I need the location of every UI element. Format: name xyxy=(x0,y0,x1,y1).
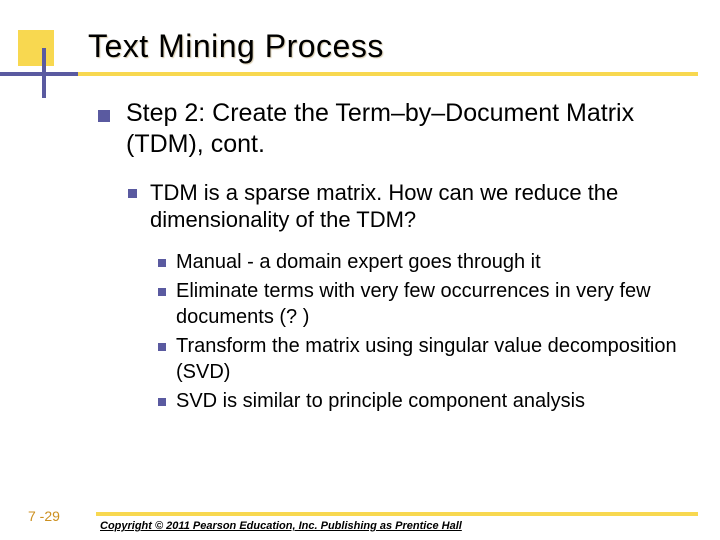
bullet-level3: Transform the matrix using singular valu… xyxy=(158,334,693,385)
decor-yellow-square xyxy=(18,30,54,66)
square-bullet-icon xyxy=(128,189,137,198)
title-decoration xyxy=(0,30,78,95)
bullet-level1: Step 2: Create the Term–by–Document Matr… xyxy=(98,98,693,161)
bullet-level3-text: Manual - a domain expert goes through it xyxy=(176,251,541,273)
decor-horizontal-line xyxy=(0,72,78,76)
bullet-level3-text: SVD is similar to principle component an… xyxy=(176,390,585,412)
decor-vertical-line xyxy=(42,48,46,98)
square-bullet-icon xyxy=(98,110,110,122)
square-bullet-icon xyxy=(158,343,166,351)
bullet-level2-text: TDM is a sparse matrix. How can we reduc… xyxy=(150,180,618,233)
footer-underline xyxy=(96,512,698,516)
bullet-level3-text: Eliminate terms with very few occurrence… xyxy=(176,280,651,328)
bullet-level3: Eliminate terms with very few occurrence… xyxy=(158,279,693,330)
bullet-level3: SVD is similar to principle component an… xyxy=(158,389,693,415)
square-bullet-icon xyxy=(158,398,166,406)
bullet-level1-text: Step 2: Create the Term–by–Document Matr… xyxy=(126,99,634,158)
slide-content: Step 2: Create the Term–by–Document Matr… xyxy=(98,98,693,419)
square-bullet-icon xyxy=(158,288,166,296)
page-number: 7 -29 xyxy=(28,508,60,524)
bullet-level3-text: Transform the matrix using singular valu… xyxy=(176,335,677,383)
bullet-level3: Manual - a domain expert goes through it xyxy=(158,250,693,276)
title-underline xyxy=(78,72,698,76)
copyright-text: Copyright © 2011 Pearson Education, Inc.… xyxy=(100,520,462,532)
square-bullet-icon xyxy=(158,259,166,267)
slide-title: Text Mining Process xyxy=(88,28,384,65)
bullet-level2: TDM is a sparse matrix. How can we reduc… xyxy=(128,179,693,234)
